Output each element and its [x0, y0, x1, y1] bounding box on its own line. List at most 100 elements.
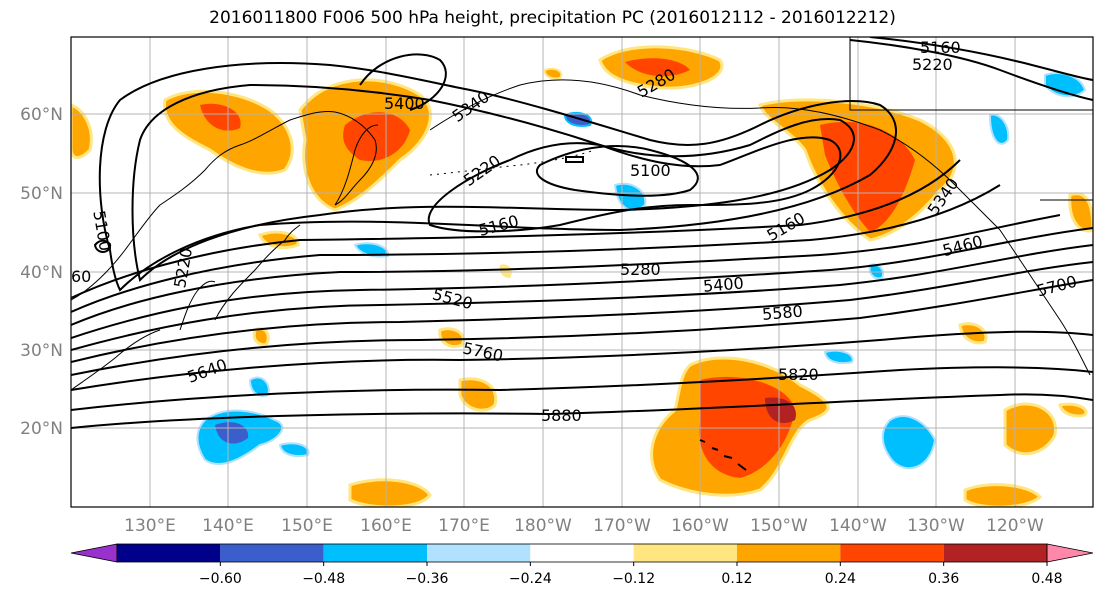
lon-label: 170°E — [438, 516, 490, 536]
colorbar-tick-label: 0.48 — [1031, 571, 1062, 587]
coast-north-america-west — [999, 229, 1091, 376]
precip-positive-east-edge — [1068, 192, 1093, 233]
contour-north-arc — [359, 53, 447, 111]
colorbar-swatch — [427, 544, 531, 562]
coast-japan — [214, 224, 301, 321]
contour-label: 5160 — [920, 38, 961, 57]
colorbar-tick-label: 0.36 — [928, 571, 959, 587]
precip-negative-northeast — [1044, 72, 1087, 98]
height-contours — [71, 37, 1093, 429]
colorbar-extend-low — [70, 543, 118, 563]
map-title: 2016011800 F006 500 hPa height, precipit… — [209, 8, 896, 28]
colorbar-swatch — [840, 544, 944, 562]
contour-label: 5280 — [620, 260, 661, 279]
precip-negative-small-3 — [278, 442, 310, 458]
lon-label: 130°E — [124, 516, 176, 536]
lon-label: 130°W — [907, 516, 965, 536]
colorbar-swatch — [220, 544, 324, 562]
contour-label: 5220 — [912, 55, 953, 74]
precip-negative-small-4 — [823, 349, 854, 365]
contour-west-low — [93, 239, 112, 253]
contour-5580 — [71, 244, 1093, 351]
precip-negative-hawaii-east — [881, 415, 937, 470]
colorbar-tick-label: −0.24 — [509, 571, 552, 587]
lon-label: 180°W — [514, 516, 572, 536]
colorbar-tick-label: −0.60 — [199, 571, 242, 587]
precip-negative-strong-west-pacific — [215, 422, 249, 444]
colorbar-outline — [116, 543, 1048, 563]
contour-label: 5400 — [702, 273, 744, 295]
precip-negative-canada — [988, 113, 1010, 145]
precip-strong-east-asia — [200, 103, 241, 131]
lon-label: 160°W — [671, 516, 729, 536]
coast-china — [71, 329, 161, 391]
contour-5280-ring — [98, 62, 897, 292]
latitude-labels: 60°N 50°N 40°N 30°N 20°N — [20, 105, 63, 439]
contour-5400 — [71, 184, 1001, 313]
precip-positive-small-7 — [543, 67, 563, 80]
lat-label: 40°N — [20, 263, 63, 283]
precip-negative-small-2 — [248, 376, 270, 397]
contour-5880 — [71, 393, 1093, 429]
lon-label: 150°W — [750, 516, 808, 536]
coast-asia — [71, 111, 377, 301]
precip-positive-south-west — [348, 478, 432, 507]
contour-5700 — [71, 279, 1093, 376]
precip-positive-small-5 — [1058, 402, 1088, 418]
precip-strong-okhotsk — [343, 112, 410, 161]
lon-label: 140°W — [829, 516, 887, 536]
lat-label: 20°N — [20, 419, 63, 439]
colorbar-swatch — [530, 544, 634, 562]
contour-northeast-2 — [869, 37, 1093, 81]
contour-5100-ring — [536, 144, 699, 197]
hawaii-islands — [699, 439, 747, 471]
precipitation-shading — [71, 45, 1093, 507]
contour-5340 — [71, 159, 961, 299]
contour-label: 5880 — [541, 406, 582, 425]
colorbar-swatch — [737, 544, 841, 562]
colorbar-swatch — [323, 544, 427, 562]
colorbar: −0.60 −0.48 −0.36 −0.24 −0.12 0.12 0.24 0.36 0.4… — [70, 543, 1094, 587]
contour-label: 5820 — [778, 365, 819, 384]
lon-label: 120°W — [986, 516, 1044, 536]
precip-negative-central — [613, 182, 647, 212]
contour-5460 — [71, 214, 1061, 326]
coast-kamchatka — [334, 124, 379, 206]
lon-label: 170°W — [593, 516, 651, 536]
colorbar-tick-label: −0.48 — [302, 571, 345, 587]
contour-5160-small — [565, 156, 584, 163]
precip-positive-small-6 — [499, 264, 512, 278]
contour-northeast-1 — [849, 39, 1093, 101]
precip-strong-aleutian-north — [625, 58, 690, 77]
colorbar-tick-label: −0.12 — [612, 571, 655, 587]
precip-positive-small-2 — [252, 327, 270, 347]
precip-positive-small-3 — [438, 327, 465, 348]
precip-negative-small-1 — [353, 242, 390, 258]
colorbar-tick-label: 0.12 — [721, 571, 752, 587]
contour-5220-ring — [131, 83, 855, 282]
political-border-canada — [849, 37, 1093, 111]
precip-positive-east-pacific — [1003, 402, 1057, 456]
precip-positive-south-east — [963, 483, 1043, 507]
longitude-labels: 130°E 140°E 150°E 160°E 170°E 180°W 170°… — [124, 516, 1044, 536]
colorbar-swatch — [633, 544, 737, 562]
colorbar-swatch — [117, 544, 221, 562]
lon-label: 140°E — [202, 516, 254, 536]
lon-label: 150°E — [281, 516, 333, 536]
contour-label: 5400 — [384, 94, 425, 113]
colorbar-tick-label: 0.24 — [825, 571, 856, 587]
contour-5640 — [71, 261, 1093, 363]
contour-label: 5580 — [761, 301, 803, 323]
contour-5520 — [71, 227, 1093, 339]
colorbar-extend-high — [1046, 543, 1094, 563]
contour-5820 — [71, 366, 1093, 411]
lat-label: 50°N — [20, 184, 63, 204]
lat-label: 30°N — [20, 341, 63, 361]
contour-5760 — [71, 330, 1093, 391]
contour-label: 60 — [71, 267, 91, 286]
colorbar-tick-label: −0.36 — [406, 571, 449, 587]
lat-label: 60°N — [20, 105, 63, 125]
map-frame — [70, 36, 1094, 508]
coast-korea — [179, 280, 216, 331]
